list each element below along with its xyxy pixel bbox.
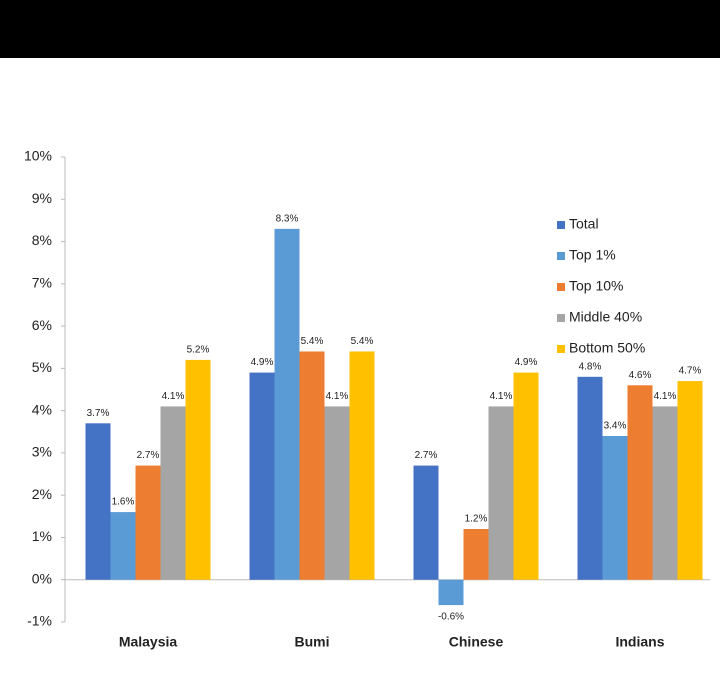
x-tick-label: Indians — [615, 634, 664, 650]
value-label: 3.4% — [604, 421, 627, 432]
value-label: 4.7% — [679, 366, 702, 377]
legend-label: Top 10% — [569, 278, 623, 294]
bar — [627, 385, 653, 580]
y-tick-label: 8% — [32, 232, 52, 248]
bar — [185, 359, 211, 580]
value-label: 2.7% — [415, 450, 438, 461]
legend-swatch — [557, 345, 565, 353]
legend-swatch — [557, 252, 565, 260]
x-tick-label: Chinese — [449, 634, 504, 650]
value-label: 4.1% — [654, 391, 677, 402]
bar — [488, 406, 514, 580]
bar — [463, 529, 489, 580]
value-label: 3.7% — [87, 408, 110, 419]
legend-swatch — [557, 221, 565, 229]
x-tick-label: Malaysia — [119, 634, 178, 650]
legend-swatch — [557, 314, 565, 322]
bar — [677, 381, 703, 580]
top-bar — [0, 0, 720, 58]
value-label: 4.1% — [326, 391, 349, 402]
legend-swatch — [557, 283, 565, 291]
bar — [349, 351, 375, 580]
y-tick-label: 1% — [32, 528, 52, 544]
y-tick-label: 3% — [32, 444, 52, 460]
bar — [274, 228, 300, 580]
bar — [577, 376, 603, 580]
value-label: 4.1% — [490, 391, 513, 402]
y-tick-label: 10% — [24, 148, 52, 164]
legend-label: Bottom 50% — [569, 340, 645, 356]
value-label: 4.6% — [629, 370, 652, 381]
bar — [85, 423, 111, 580]
bar — [135, 465, 161, 580]
value-label: 5.2% — [187, 345, 210, 356]
value-label: 4.8% — [579, 361, 602, 372]
x-tick-label: Bumi — [295, 634, 330, 650]
value-label: 5.4% — [301, 336, 324, 347]
legend-label: Total — [569, 216, 599, 232]
bar — [513, 372, 539, 580]
legend-label: Top 1% — [569, 247, 616, 263]
value-label: 8.3% — [276, 214, 299, 225]
value-label: 4.1% — [162, 391, 185, 402]
value-label: 1.6% — [112, 497, 135, 508]
y-tick-label: -1% — [27, 613, 52, 629]
value-label: 2.7% — [137, 450, 160, 461]
bar — [324, 406, 350, 580]
bar — [438, 579, 464, 606]
value-label: -0.6% — [438, 612, 464, 623]
value-label: 1.2% — [465, 514, 488, 525]
y-tick-label: 2% — [32, 486, 52, 502]
bar — [652, 406, 678, 580]
value-label: 4.9% — [515, 357, 538, 368]
y-tick-label: 0% — [32, 570, 52, 586]
y-tick-label: 9% — [32, 190, 52, 206]
bar — [299, 351, 325, 580]
y-tick-label: 5% — [32, 359, 52, 375]
bar — [413, 465, 439, 580]
bar — [602, 436, 628, 580]
value-label: 5.4% — [351, 336, 374, 347]
y-tick-label: 6% — [32, 317, 52, 333]
y-tick-label: 4% — [32, 401, 52, 417]
value-label: 4.9% — [251, 357, 274, 368]
bar — [110, 512, 136, 580]
bar — [160, 406, 186, 580]
legend-label: Middle 40% — [569, 309, 642, 325]
bar — [249, 372, 275, 580]
y-tick-label: 7% — [32, 275, 52, 291]
